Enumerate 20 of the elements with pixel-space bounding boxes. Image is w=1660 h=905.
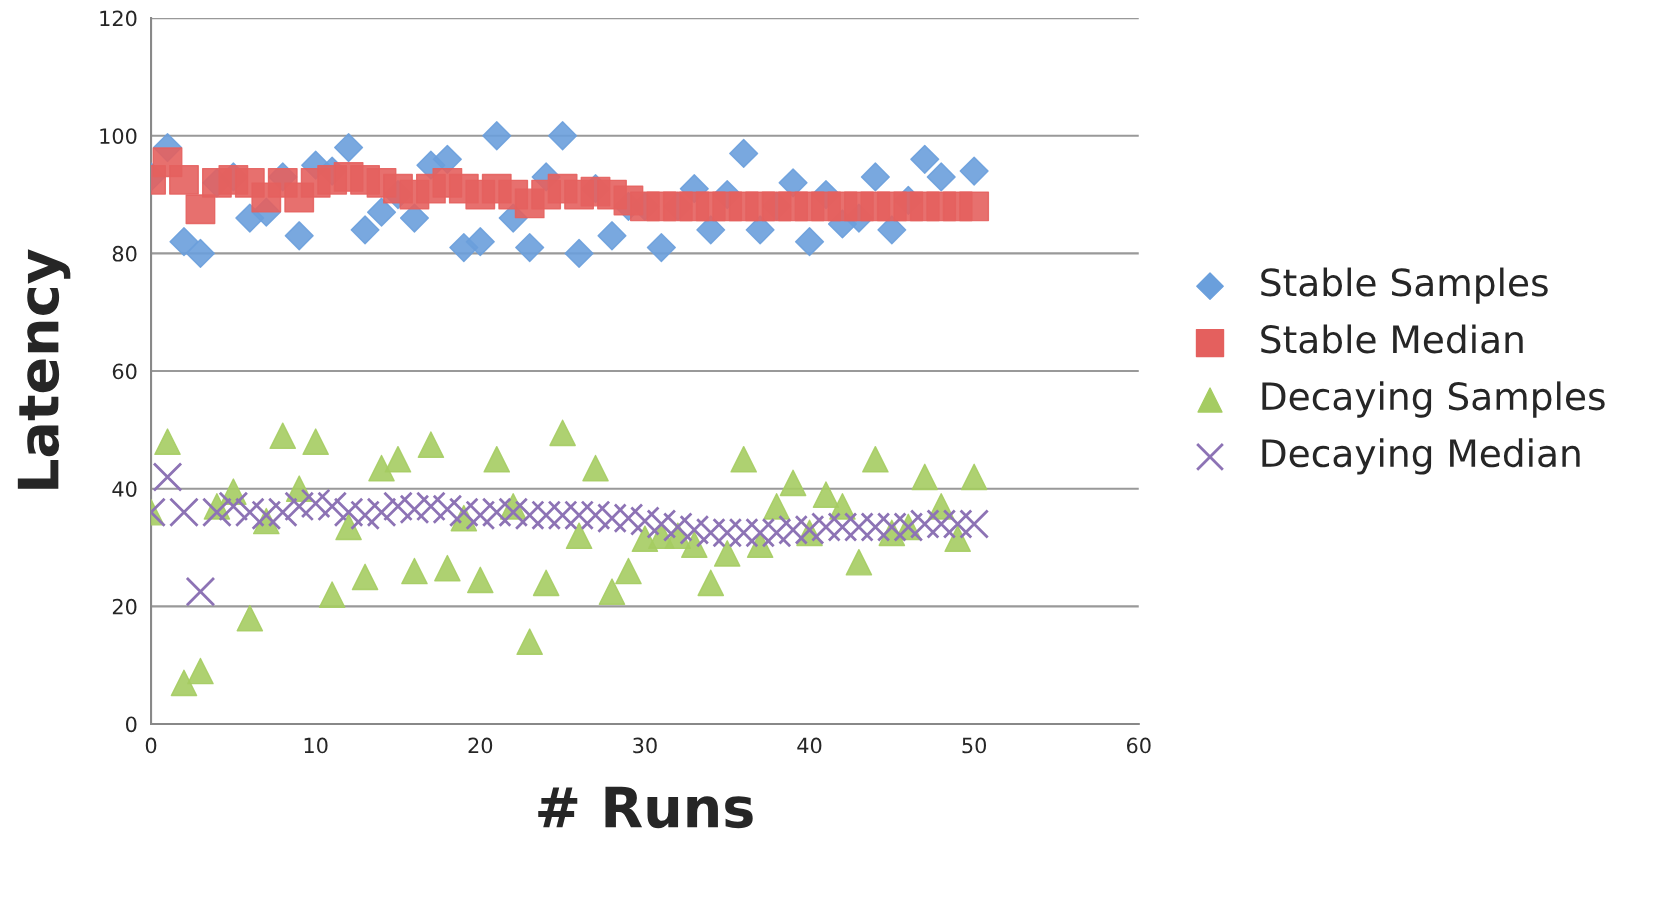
y-axis-title: Latency [17,249,71,489]
legend-label: Stable Samples [1261,267,1548,304]
y-tick-label: 100 [100,128,137,144]
x-tick-label: 60 [1126,737,1151,754]
legend-label: Decaying Samples [1262,381,1605,418]
x-tick-label: 10 [304,737,328,754]
legend-label: Decaying Median [1262,438,1580,475]
x-tick-label: 50 [962,737,987,754]
x-tick-label: 0 [145,737,157,754]
x-tick-label: 20 [468,737,493,754]
y-tick-label: 20 [112,598,137,615]
x-tick-label: 30 [633,737,657,754]
x-tick-label: 40 [797,737,822,754]
x-axis-title: # Runs [538,786,753,829]
y-tick-label: 80 [112,245,137,262]
legend-label: Stable Median [1261,324,1523,354]
y-tick-label: 0 [125,716,137,733]
y-tick-label: 40 [112,481,137,497]
y-tick-label: 120 [100,10,137,27]
y-tick-label: 60 [112,363,137,380]
